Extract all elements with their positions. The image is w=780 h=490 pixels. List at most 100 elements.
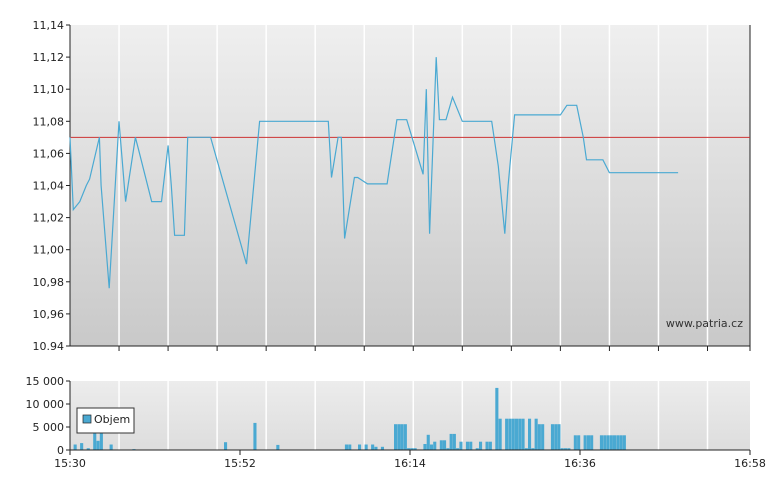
volume-bar: [397, 424, 401, 450]
volume-bar: [606, 435, 610, 450]
volume-bar: [73, 444, 77, 450]
volume-bar: [573, 435, 577, 450]
volume-bar: [374, 446, 378, 450]
volume-bar: [567, 448, 571, 450]
volume-bar: [407, 448, 411, 450]
volume-bar: [577, 435, 581, 450]
volume-bar: [619, 435, 623, 450]
price-y-tick-label: 11,14: [33, 19, 65, 32]
x-tick-label: 16:14: [394, 457, 426, 470]
price-y-tick-label: 11,04: [33, 180, 65, 193]
x-tick-label: 15:52: [224, 457, 256, 470]
volume-bar: [616, 435, 620, 450]
volume-y-tick-label: 0: [57, 444, 64, 457]
volume-bar: [505, 418, 509, 450]
legend: Objem: [76, 407, 135, 434]
volume-bar: [443, 440, 447, 450]
price-y-tick-label: 11,08: [33, 115, 65, 128]
price-series-line: [69, 57, 679, 289]
volume-bar: [603, 435, 607, 450]
volume-bar: [423, 444, 427, 450]
volume-bar: [413, 448, 417, 450]
volume-bar: [622, 435, 626, 450]
price-plot-area: [70, 25, 750, 346]
volume-bar: [224, 442, 228, 450]
volume-bar: [485, 441, 489, 450]
volume-bar: [524, 448, 528, 450]
volume-bar: [358, 444, 362, 450]
price-y-tick-label: 10,96: [33, 308, 65, 321]
volume-bar: [475, 448, 479, 450]
volume-bar: [583, 435, 587, 450]
price-vertical-gridlines: [118, 25, 709, 346]
volume-bar: [253, 422, 257, 450]
volume-bar: [518, 418, 522, 450]
volume-bar: [429, 444, 433, 450]
legend-swatch: [82, 414, 92, 424]
volume-bar: [449, 433, 453, 450]
volume-bar: [613, 435, 617, 450]
volume-bar: [452, 433, 456, 450]
volume-bar: [109, 444, 113, 450]
volume-bar: [410, 448, 414, 450]
volume-bar: [394, 424, 398, 450]
volume-bar: [344, 444, 348, 450]
x-tick-label: 15:30: [54, 457, 86, 470]
price-panel: 11,14 11,12 11,10 11,08 11,06 11,04 11,02 11,00…: [33, 19, 751, 353]
volume-bar: [348, 444, 352, 450]
volume-bar: [609, 435, 613, 450]
price-y-tick-label: 11,02: [33, 212, 65, 225]
volume-bar: [560, 448, 564, 450]
volume-bar: [537, 424, 541, 450]
volume-bar: [511, 418, 515, 450]
legend-label: Objem: [94, 413, 130, 426]
volume-bar: [403, 424, 407, 450]
volume-bar: [99, 432, 103, 450]
volume-bar: [364, 444, 368, 450]
volume-bar: [479, 441, 483, 450]
volume-bar: [541, 424, 545, 450]
volume-bar: [495, 387, 499, 450]
volume-bar: [554, 424, 558, 450]
volume-bar: [534, 418, 538, 450]
volume-bar: [586, 435, 590, 450]
volume-bar: [528, 418, 532, 450]
price-y-tick-label: 11,06: [33, 147, 65, 160]
volume-bar: [531, 448, 535, 450]
volume-bar: [276, 444, 280, 450]
volume-bar: [508, 418, 512, 450]
volume-plot-area: [70, 381, 750, 450]
volume-bar: [514, 418, 518, 450]
volume-bar: [371, 444, 375, 450]
volume-bar: [380, 446, 384, 450]
price-y-tick-label: 10,98: [33, 276, 65, 289]
price-y-axis-ticks: 11,14 11,12 11,10 11,08 11,06 11,04 11,02 11,00…: [33, 19, 70, 353]
volume-y-tick-label: 5 000: [33, 421, 65, 434]
volume-bar: [564, 448, 568, 450]
volume-y-tick-label: 15 000: [26, 375, 65, 388]
volume-bar: [439, 440, 443, 450]
volume-y-axis-ticks: 15 000 10 000 5 000 0: [26, 375, 70, 457]
volume-bar: [557, 424, 561, 450]
volume-bar: [488, 441, 492, 450]
volume-bar: [96, 440, 100, 450]
price-y-tick-label: 11,00: [33, 244, 65, 257]
volume-bar: [550, 424, 554, 450]
volume-bar: [459, 441, 463, 450]
x-tick-label: 16:36: [564, 457, 596, 470]
volume-bar: [80, 443, 84, 450]
watermark: www.patria.cz: [666, 317, 743, 330]
volume-bar: [521, 418, 525, 450]
volume-bar: [599, 435, 603, 450]
volume-bar: [456, 448, 460, 450]
volume-bar: [590, 435, 594, 450]
volume-bar: [446, 448, 450, 450]
volume-bar: [469, 441, 473, 450]
volume-bar: [433, 441, 437, 450]
volume-bar: [400, 424, 404, 450]
volume-bar: [498, 418, 502, 450]
volume-bar: [426, 434, 430, 450]
volume-bar: [465, 441, 469, 450]
